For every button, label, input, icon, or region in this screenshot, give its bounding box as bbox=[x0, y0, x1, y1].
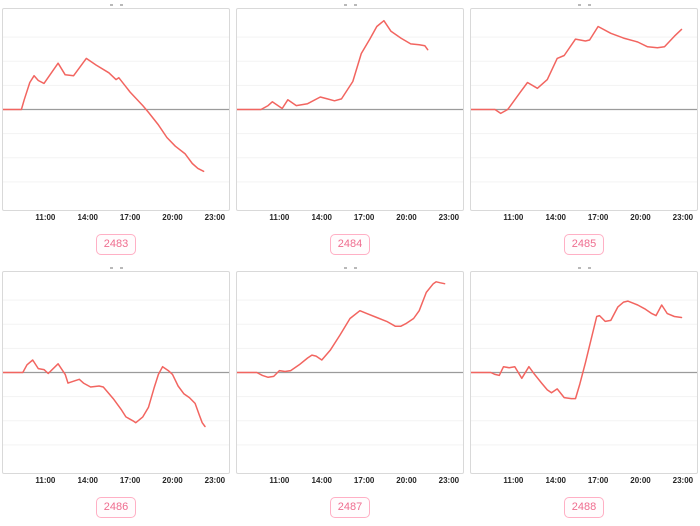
x-tick-label: 14:00 bbox=[77, 213, 98, 222]
clipped-chart-title bbox=[470, 263, 698, 271]
badge-row: 2483 bbox=[2, 226, 230, 263]
badge-row: 2484 bbox=[236, 226, 464, 263]
chart-id-badge[interactable]: 2483 bbox=[95, 234, 137, 255]
chart-id-badge[interactable]: 2484 bbox=[329, 234, 371, 255]
x-tick-label: 17:00 bbox=[353, 213, 375, 222]
chart-id-badge[interactable]: 2487 bbox=[329, 497, 371, 518]
badge-row: 2486 bbox=[2, 489, 230, 526]
badge-row: 2488 bbox=[470, 489, 698, 526]
x-tick-label: 17:00 bbox=[587, 476, 609, 485]
x-tick-label: 23:00 bbox=[204, 476, 226, 485]
chart-cell-2485: 11:00 14:00 17:00 20:00 23:00 2485 bbox=[470, 0, 698, 263]
line-chart-svg bbox=[237, 19, 463, 183]
chart-cell-2484: 11:00 14:00 17:00 20:00 23:00 2484 bbox=[236, 0, 464, 263]
x-tick-label: 20:00 bbox=[396, 213, 417, 222]
x-axis-tick-labels: 11:00 14:00 17:00 20:00 23:00 bbox=[470, 212, 698, 226]
x-axis-tick-labels: 11:00 14:00 17:00 20:00 23:00 bbox=[236, 212, 464, 226]
x-tick-label: 11:00 bbox=[503, 213, 524, 222]
x-tick-label: 14:00 bbox=[545, 213, 566, 222]
x-tick-label: 17:00 bbox=[119, 476, 141, 485]
x-tick-label: 23:00 bbox=[672, 213, 694, 222]
x-tick-label: 20:00 bbox=[630, 213, 651, 222]
x-tick-label: 20:00 bbox=[162, 213, 183, 222]
clipped-chart-title bbox=[236, 263, 464, 271]
x-tick-label: 14:00 bbox=[311, 213, 332, 222]
x-tick-label: 23:00 bbox=[672, 476, 694, 485]
clipped-chart-title bbox=[2, 0, 230, 8]
x-tick-label: 20:00 bbox=[396, 476, 417, 485]
x-tick-label: 17:00 bbox=[353, 476, 375, 485]
x-tick-label: 11:00 bbox=[35, 213, 56, 222]
x-tick-label: 17:00 bbox=[119, 213, 141, 222]
chart-id-badge[interactable]: 2485 bbox=[563, 234, 605, 255]
chart-cell-2483: 11:00 14:00 17:00 20:00 23:00 2483 bbox=[2, 0, 230, 263]
x-tick-label: 23:00 bbox=[204, 213, 226, 222]
x-tick-label: 11:00 bbox=[269, 476, 290, 485]
chart-plot-area bbox=[236, 271, 464, 474]
clipped-chart-title bbox=[470, 0, 698, 8]
x-tick-label: 11:00 bbox=[503, 476, 524, 485]
line-chart-svg bbox=[471, 25, 697, 183]
clipped-chart-title bbox=[2, 263, 230, 271]
chart-id-badge[interactable]: 2486 bbox=[95, 497, 137, 518]
x-axis-tick-labels: 11:00 14:00 17:00 20:00 23:00 bbox=[470, 475, 698, 489]
line-chart-svg bbox=[3, 36, 229, 183]
x-tick-label: 20:00 bbox=[630, 476, 651, 485]
chart-plot-area bbox=[236, 8, 464, 211]
x-tick-label: 14:00 bbox=[311, 476, 332, 485]
x-tick-label: 23:00 bbox=[438, 213, 460, 222]
chart-plot-area bbox=[470, 271, 698, 474]
chart-plot-area bbox=[470, 8, 698, 211]
x-axis-tick-labels: 11:00 14:00 17:00 20:00 23:00 bbox=[236, 475, 464, 489]
chart-plot-area bbox=[2, 271, 230, 474]
line-chart-svg bbox=[471, 299, 697, 446]
x-tick-label: 11:00 bbox=[35, 476, 56, 485]
badge-row: 2487 bbox=[236, 489, 464, 526]
chart-cell-2488: 11:00 14:00 17:00 20:00 23:00 2488 bbox=[470, 263, 698, 526]
line-chart-svg bbox=[237, 281, 463, 446]
chart-id-badge[interactable]: 2488 bbox=[563, 497, 605, 518]
clipped-chart-title bbox=[236, 0, 464, 8]
x-tick-label: 14:00 bbox=[545, 476, 566, 485]
x-axis-tick-labels: 11:00 14:00 17:00 20:00 23:00 bbox=[2, 212, 230, 226]
x-tick-label: 20:00 bbox=[162, 476, 183, 485]
x-tick-label: 14:00 bbox=[77, 476, 98, 485]
chart-plot-area bbox=[2, 8, 230, 211]
x-axis-tick-labels: 11:00 14:00 17:00 20:00 23:00 bbox=[2, 475, 230, 489]
x-tick-label: 11:00 bbox=[269, 213, 290, 222]
chart-cell-2486: 11:00 14:00 17:00 20:00 23:00 2486 bbox=[2, 263, 230, 526]
x-tick-label: 17:00 bbox=[587, 213, 609, 222]
x-tick-label: 23:00 bbox=[438, 476, 460, 485]
chart-cell-2487: 11:00 14:00 17:00 20:00 23:00 2487 bbox=[236, 263, 464, 526]
line-chart-svg bbox=[3, 299, 229, 446]
badge-row: 2485 bbox=[470, 226, 698, 263]
